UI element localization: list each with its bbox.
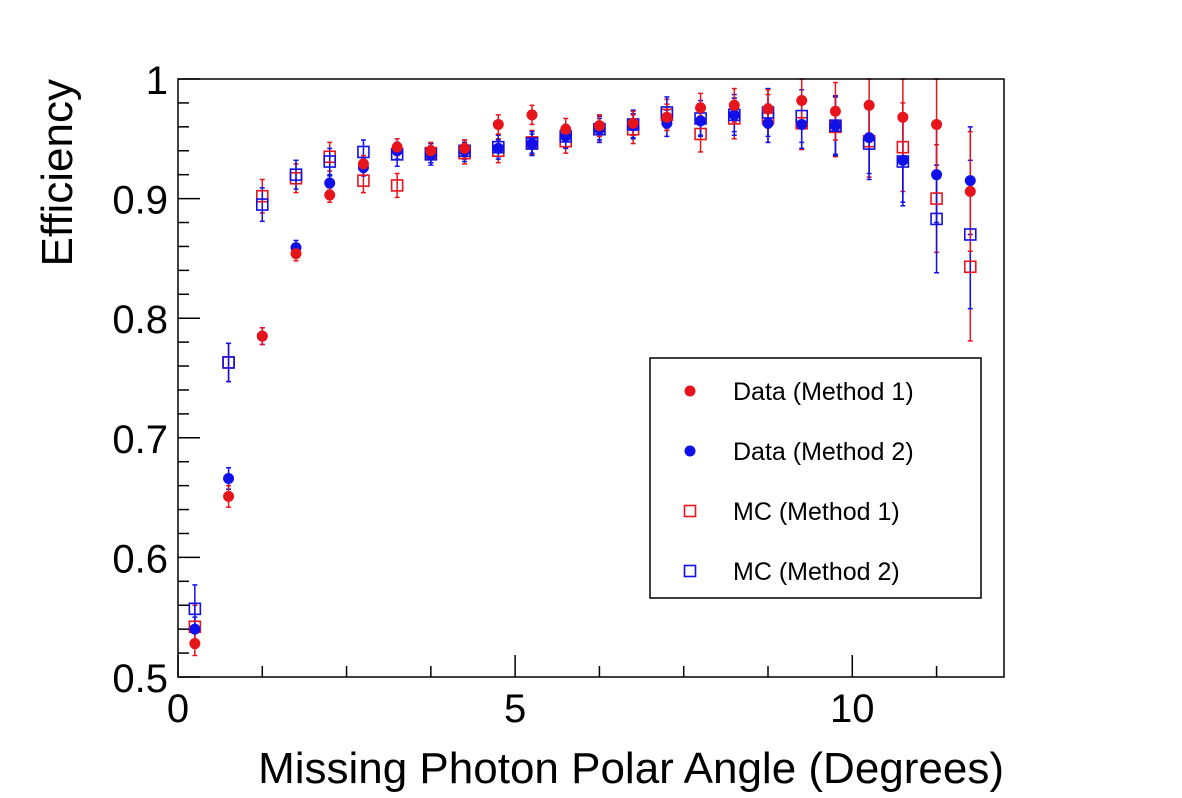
data-point — [863, 132, 875, 144]
data-point — [222, 356, 235, 369]
y-tick-label: 0.7 — [112, 418, 168, 462]
data-point — [930, 212, 943, 226]
data-point — [762, 117, 774, 129]
data-point — [223, 490, 235, 502]
legend-marker — [683, 564, 697, 578]
data-point — [357, 145, 370, 159]
data-point — [289, 168, 303, 181]
data-point — [728, 109, 740, 121]
y-tick-label: 0.9 — [112, 179, 168, 223]
legend-marker — [684, 385, 696, 397]
data-point — [425, 145, 437, 157]
data-point — [931, 118, 943, 130]
data-point — [897, 111, 909, 123]
data-point — [324, 189, 336, 201]
data-point — [223, 472, 235, 484]
legend-item: MC (Method 1) — [683, 498, 900, 526]
data-point — [459, 142, 471, 154]
y-axis-title: Efficiency — [33, 79, 82, 267]
data-point — [964, 175, 976, 187]
data-point — [931, 169, 943, 181]
data-point — [796, 118, 808, 130]
data-point — [255, 189, 269, 203]
x-tick-label: 10 — [830, 687, 875, 731]
data-point — [829, 105, 841, 117]
data-point — [256, 330, 268, 342]
data-point — [189, 623, 201, 635]
data-point — [492, 142, 504, 154]
error-bar — [259, 187, 265, 223]
legend-label: MC (Method 1) — [733, 498, 900, 526]
legend: Data (Method 1) Data (Method 2) MC (Method… — [649, 357, 982, 599]
legend-marker — [684, 445, 696, 457]
data-point — [492, 118, 504, 130]
data-point — [290, 248, 302, 260]
legend-marker — [683, 504, 697, 518]
data-point — [930, 192, 943, 205]
data-point — [357, 158, 369, 170]
legend-item: MC (Method 2) — [683, 558, 900, 586]
data-point — [188, 602, 202, 616]
data-point — [963, 260, 977, 274]
data-point — [695, 102, 707, 114]
plot-frame — [177, 78, 1005, 678]
axis-ticks — [177, 78, 938, 678]
data-point — [728, 99, 740, 111]
y-tick-label: 0.8 — [112, 298, 168, 342]
legend-item: Data (Method 2) — [684, 438, 914, 466]
data-point — [255, 198, 269, 211]
y-tick-label: 0.6 — [112, 537, 168, 581]
data-point — [661, 111, 673, 123]
data-point — [964, 185, 976, 197]
data-point — [526, 138, 538, 150]
data-point — [695, 115, 707, 127]
data-point — [323, 155, 337, 168]
error-bar — [394, 172, 400, 199]
data-point — [526, 109, 538, 121]
data-point — [963, 228, 977, 241]
legend-box — [649, 357, 982, 599]
data-markers — [188, 95, 977, 650]
error-bar — [226, 342, 232, 383]
data-point — [897, 154, 909, 166]
x-tick-label: 5 — [504, 687, 526, 731]
legend-label: MC (Method 2) — [733, 558, 900, 586]
x-tick-label: 0 — [167, 687, 189, 731]
data-point — [896, 140, 910, 154]
data-point — [391, 141, 403, 153]
data-point — [324, 177, 336, 189]
data-point — [829, 120, 841, 132]
data-point — [627, 117, 639, 129]
y-tick-label: 1 — [146, 59, 168, 103]
legend-item: Data (Method 1) — [684, 378, 914, 406]
data-point — [593, 120, 605, 132]
data-point — [560, 123, 572, 135]
legend-label: Data (Method 2) — [733, 438, 914, 466]
data-point — [357, 174, 370, 187]
data-point — [390, 179, 404, 192]
legend-label: Data (Method 1) — [733, 378, 914, 406]
data-point — [694, 127, 707, 141]
data-point — [762, 103, 774, 115]
tick-labels: 0 5 10 0.5 0.6 0.7 0.8 0.9 1 — [112, 59, 874, 731]
data-point — [863, 99, 875, 111]
x-axis-title: Missing Photon Polar Angle (Degrees) — [258, 744, 1004, 793]
data-point — [796, 95, 808, 107]
data-point — [189, 638, 201, 650]
y-tick-label: 0.5 — [112, 657, 168, 701]
